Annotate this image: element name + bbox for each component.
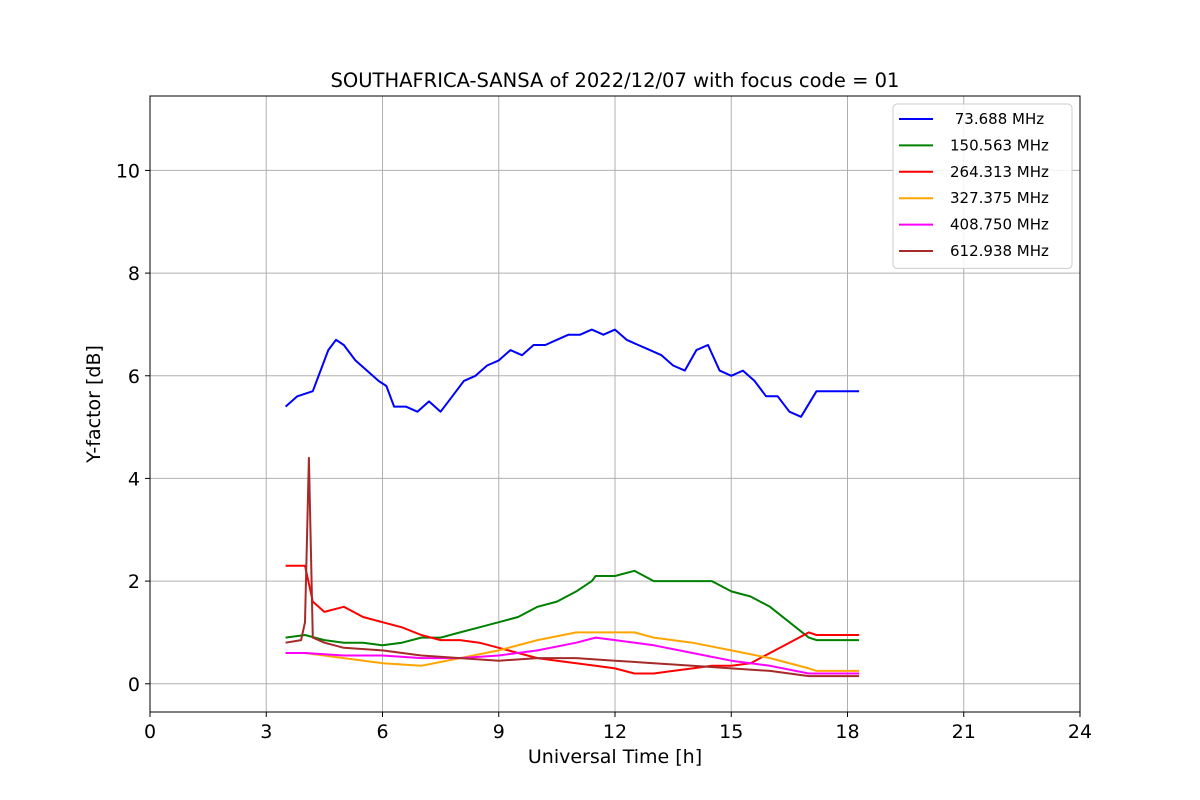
legend-entry-label: 327.375 MHz: [950, 189, 1049, 207]
x-tick-label: 0: [144, 721, 156, 743]
x-tick-label: 9: [493, 721, 505, 743]
legend-entry-label: 73.688 MHz: [950, 110, 1044, 128]
y-tick-label: 6: [128, 366, 140, 388]
x-tick-label: 21: [952, 721, 976, 743]
x-tick-label: 18: [835, 721, 859, 743]
legend-entry-label: 264.313 MHz: [950, 163, 1049, 181]
legend-entry-label: 150.563 MHz: [950, 136, 1049, 154]
x-axis-label: Universal Time [h]: [528, 746, 702, 768]
x-tick-label: 6: [376, 721, 388, 743]
y-tick-label: 0: [128, 674, 140, 696]
legend-box: [892, 103, 1073, 269]
legend: 73.688 MHz 150.563 MHz 264.313 MHz 327.375 …: [892, 103, 1073, 269]
x-tick-label: 24: [1068, 721, 1092, 743]
y-tick-label: 8: [128, 263, 140, 285]
legend-entry-label: 612.938 MHz: [950, 242, 1049, 260]
x-tick-label: 12: [603, 721, 627, 743]
y-tick-label: 10: [116, 160, 140, 182]
x-tick-label: 3: [260, 721, 272, 743]
series-line-4: [285, 636, 860, 675]
y-axis-label: Y-factor [dB]: [83, 345, 105, 464]
series-line-0: [284, 328, 860, 418]
series-line-5: [285, 456, 860, 678]
x-tick-label: 15: [719, 721, 743, 743]
y-tick-label: 2: [128, 571, 140, 593]
series-line-3: [285, 631, 860, 672]
chart-title: SOUTHAFRICA-SANSA of 2022/12/07 with foc…: [331, 69, 900, 92]
y-tick-label: 4: [128, 468, 140, 490]
series-line-1: [285, 569, 860, 647]
series-layer: [284, 328, 860, 678]
legend-entry-label: 408.750 MHz: [950, 216, 1049, 234]
